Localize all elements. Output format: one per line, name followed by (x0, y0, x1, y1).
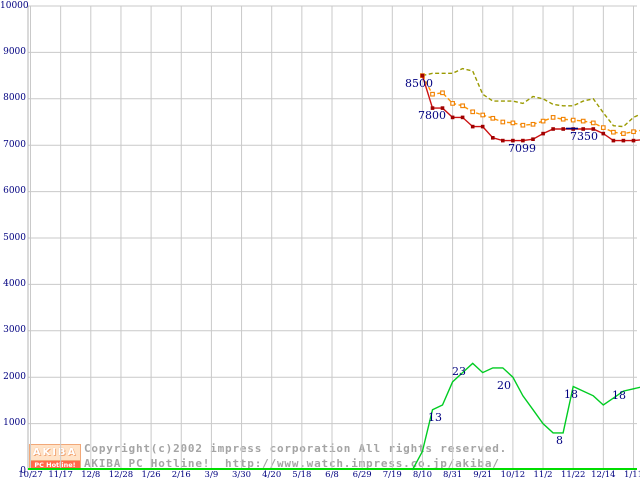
series-orange-marker (510, 120, 516, 126)
series-orange-marker (570, 117, 576, 123)
series-red-marker (501, 138, 505, 143)
data-point-label: 7800 (418, 109, 446, 122)
series-orange-marker (530, 121, 536, 127)
series-red-marker (541, 131, 545, 136)
data-point-label: 7099 (508, 142, 536, 155)
series-orange-marker (580, 118, 586, 124)
akiba-logo-text: AKIBA (29, 444, 81, 461)
y-tick-label: 5000 (3, 232, 26, 243)
y-tick-label: 0 (20, 465, 26, 476)
x-tick-label: 11/2 (533, 469, 553, 480)
series-red-marker (450, 115, 455, 120)
series-orange-marker (470, 109, 476, 115)
x-tick-label: 12/28 (108, 469, 134, 480)
series-olive-line (422, 67, 640, 128)
series-red-marker (430, 106, 435, 110)
data-point-label: 23 (452, 365, 466, 378)
x-tick-label: 4/20 (262, 469, 282, 480)
data-point-label: 7350 (570, 130, 598, 143)
series-red-marker (440, 106, 445, 110)
series-red-marker (621, 138, 626, 143)
series-orange-marker (430, 91, 435, 97)
series-red-marker (531, 137, 535, 141)
series-orange-marker (631, 129, 636, 135)
x-tick-label: 6/8 (325, 469, 339, 480)
data-point-label: 20 (497, 379, 511, 392)
series-red-marker (480, 124, 485, 129)
x-tick-label: 8/31 (443, 469, 463, 480)
y-tick-label: 6000 (3, 186, 26, 197)
y-tick-label: 9000 (3, 46, 26, 57)
copyright-line: Copyright(c)2002 impress corporation All… (84, 442, 508, 455)
series-green-line (411, 362, 640, 471)
series-red-marker (521, 138, 525, 143)
x-tick-label: 11/22 (560, 469, 586, 480)
x-tick-label: 6/29 (352, 469, 372, 480)
x-tick-label: 12/8 (81, 469, 101, 480)
series-red-line (421, 75, 640, 142)
series-orange-marker (450, 101, 455, 106)
y-tick-label: 10000 (0, 0, 29, 11)
series-orange-marker (440, 90, 445, 96)
x-tick-label: 3/30 (232, 469, 252, 480)
x-tick-label: 8/10 (412, 469, 432, 480)
data-point-label: 18 (612, 389, 626, 402)
x-tick-label: 5/18 (292, 469, 312, 480)
data-point-label: 18 (564, 388, 578, 401)
series-orange-marker (600, 125, 606, 130)
x-tick-label: 9/21 (473, 469, 493, 480)
data-point-label: 8500 (405, 77, 433, 90)
series-red-marker (611, 138, 616, 143)
series-red-marker (561, 127, 565, 131)
series-orange-marker (550, 115, 556, 120)
series-red-marker (591, 127, 596, 131)
x-tick-label: 2/16 (171, 469, 191, 480)
series-orange-marker (560, 116, 566, 122)
series-red-marker (420, 73, 425, 78)
y-tick-label: 3000 (3, 325, 26, 336)
y-tick-label: 8000 (3, 93, 26, 104)
series-red-marker (460, 115, 465, 120)
y-tick-label: 7000 (3, 139, 26, 150)
x-tick-label: 10/12 (500, 469, 526, 480)
data-point-label: 13 (428, 411, 442, 424)
y-tick-label: 4000 (3, 278, 26, 289)
x-tick-label: 7/19 (382, 469, 402, 480)
series-orange-marker (490, 115, 496, 121)
series-red-marker (491, 136, 495, 140)
x-tick-label: 1/11 (623, 469, 640, 480)
y-tick-label: 1000 (3, 418, 26, 429)
x-tick-label: 3/9 (204, 469, 219, 480)
series-red-marker (551, 127, 555, 131)
series-red-marker (581, 127, 585, 131)
y-tick-label: 2000 (3, 371, 26, 382)
series-orange-marker (621, 131, 626, 136)
data-point-label: 8 (556, 434, 563, 447)
series-red-marker (511, 138, 515, 143)
series-orange-marker (480, 112, 486, 118)
series-orange-marker (590, 120, 596, 126)
series-orange-marker (611, 129, 616, 135)
series-orange-marker (520, 122, 526, 128)
x-tick-label: 12/14 (591, 469, 616, 480)
x-tick-label: 10/27 (18, 469, 43, 480)
series-orange-marker (460, 103, 465, 109)
series-red-marker (631, 138, 636, 143)
series-orange-marker (500, 119, 506, 125)
series-orange-marker (540, 118, 546, 124)
x-tick-label: 1/26 (141, 469, 161, 480)
series-red-marker (601, 131, 606, 136)
x-tick-label: 11/17 (48, 469, 73, 480)
series-red-marker (470, 124, 475, 129)
